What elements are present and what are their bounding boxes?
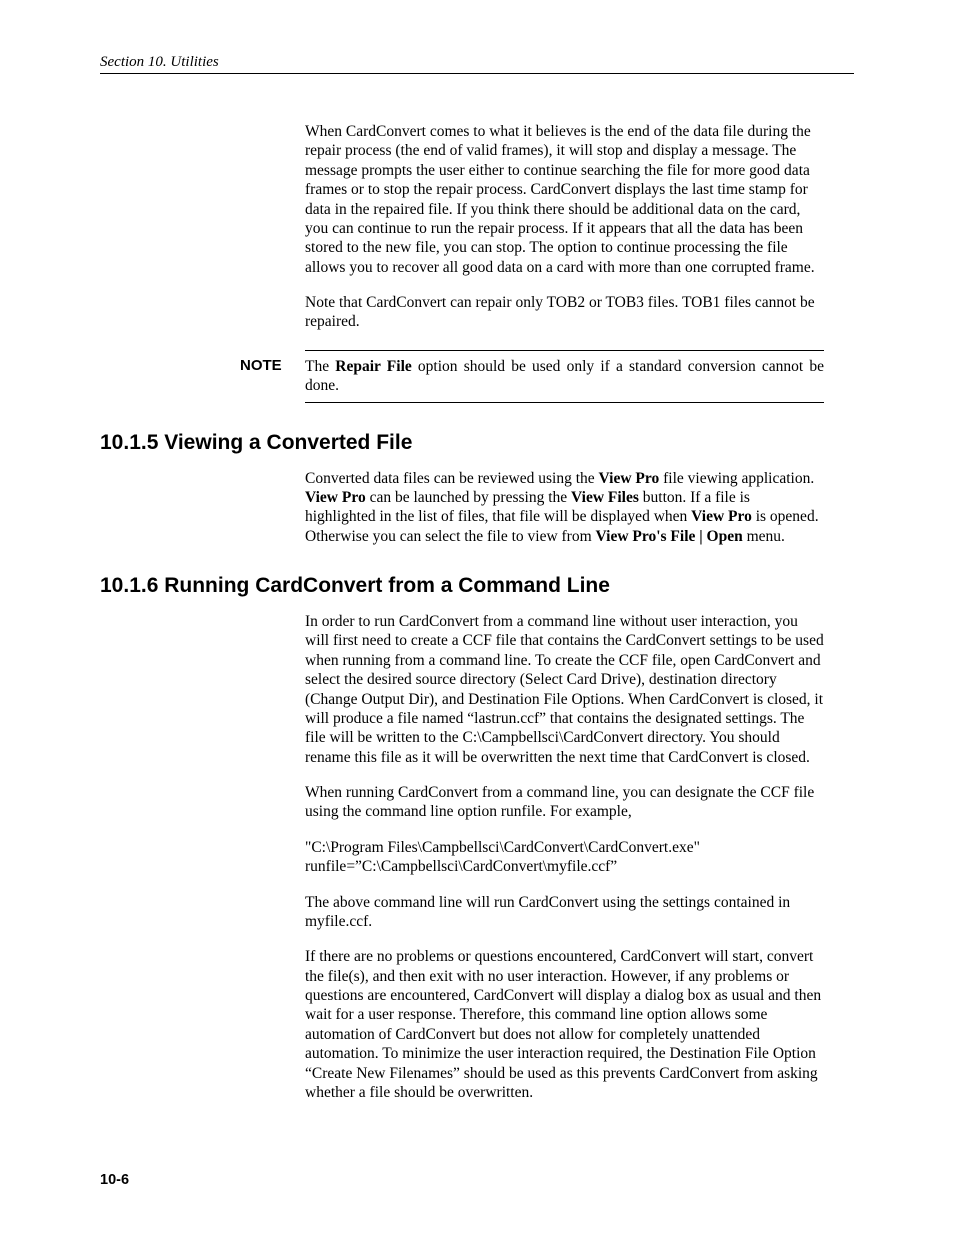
paragraph: When running CardConvert from a command … [305, 783, 824, 822]
paragraph: When CardConvert comes to what it believ… [305, 122, 824, 277]
paragraph: In order to run CardConvert from a comma… [305, 612, 824, 767]
text: can be launched by pressing the [366, 489, 571, 506]
paragraph: The above command line will run CardConv… [305, 893, 824, 932]
section-heading-10-1-5: 10.1.5 Viewing a Converted File [100, 431, 854, 455]
bold-text: View Pro [305, 489, 366, 506]
page-container: Section 10. Utilities When CardConvert c… [0, 0, 954, 1248]
page-number: 10-6 [100, 1172, 854, 1188]
code-example: "C:\Program Files\Campbellsci\CardConver… [305, 838, 824, 877]
text: Converted data files can be reviewed usi… [305, 470, 599, 487]
bold-text: View Files [571, 489, 639, 506]
bold-text: View Pro [599, 470, 660, 487]
text: The [305, 358, 335, 375]
paragraph: Note that CardConvert can repair only TO… [305, 293, 824, 332]
paragraph: Converted data files can be reviewed usi… [305, 469, 824, 547]
bold-text: View Pro [691, 508, 752, 525]
note-label: NOTE [240, 357, 305, 374]
section-10-1-6-body: In order to run CardConvert from a comma… [305, 612, 824, 1102]
text: file viewing application. [659, 470, 814, 487]
intro-block: When CardConvert comes to what it believ… [305, 122, 824, 332]
bold-text: Repair File [335, 358, 411, 375]
section-heading-10-1-6: 10.1.6 Running CardConvert from a Comman… [100, 574, 854, 598]
note-text: The Repair File option should be used on… [305, 357, 824, 396]
note-callout: NOTE The Repair File option should be us… [240, 350, 824, 403]
note-rule-bottom [305, 402, 824, 403]
section-10-1-5-body: Converted data files can be reviewed usi… [305, 469, 824, 547]
paragraph: If there are no problems or questions en… [305, 947, 824, 1102]
text: menu. [743, 528, 785, 545]
bold-text: View Pro's File | Open [596, 528, 743, 545]
running-header: Section 10. Utilities [100, 54, 854, 74]
